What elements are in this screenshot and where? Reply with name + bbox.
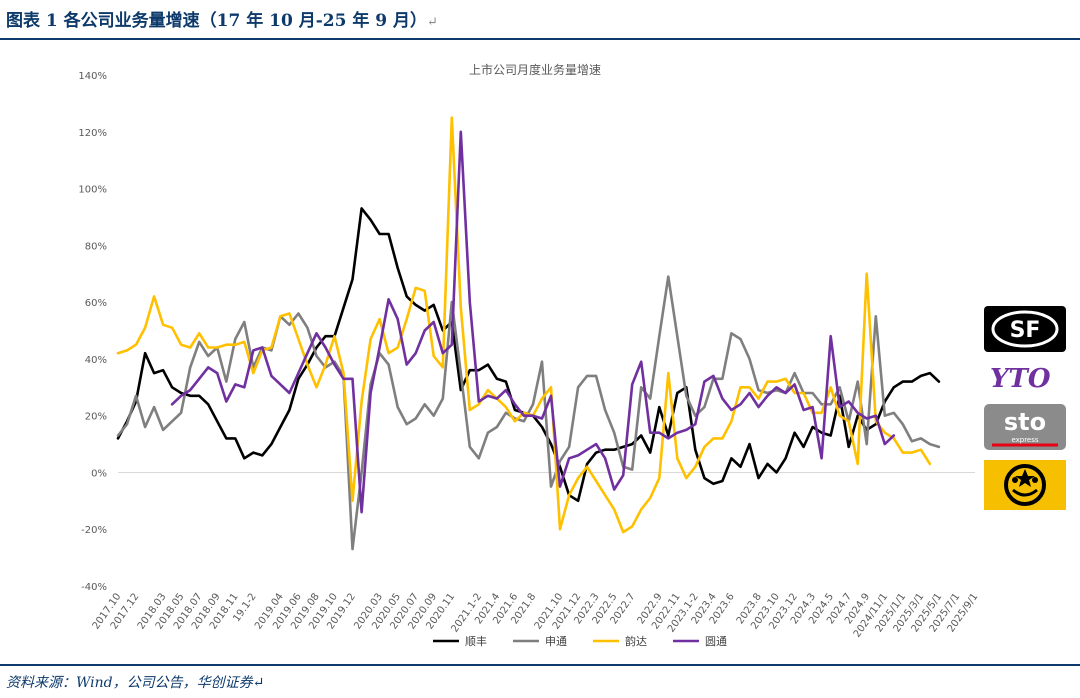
yto-logo: YTO (984, 355, 1066, 397)
chart-title: 上市公司月度业务量增速 (469, 62, 601, 77)
y-tick-label: 60% (85, 298, 107, 309)
yto-logo-text: YTO (990, 364, 1051, 394)
yunda-logo-icon (1004, 464, 1046, 506)
series-line-圆通 (170, 130, 896, 514)
sto-logo-text: sto (1004, 408, 1046, 436)
series-line-顺丰 (116, 207, 941, 503)
legend-label: 圆通 (705, 635, 727, 648)
sto-logo-icon: sto express (992, 408, 1058, 447)
sf-logo-text: SF (1010, 318, 1041, 343)
y-tick-label: 80% (85, 241, 107, 252)
figure-title: 图表 1 各公司业务量增速（17 年 10 月-25 年 9 月）↵ (6, 6, 438, 31)
x-axis-ticks: 2017.102017.122018.032018.052018.072018.… (91, 591, 981, 639)
series-line-韵达 (116, 116, 932, 534)
y-tick-label: 40% (85, 355, 107, 366)
legend-label: 顺丰 (465, 635, 487, 648)
chart-legend: 顺丰 申通 韵达 圆通 (433, 634, 727, 648)
bottom-divider (0, 664, 1080, 666)
sf-express-logo: SF (984, 306, 1066, 352)
y-tick-label: 0% (91, 468, 107, 479)
y-tick-label: -40% (81, 582, 107, 593)
growth-line-chart: -40% -20% 0% 20% 40% 60% 80% 100% 120% 140% 2017.… (78, 62, 981, 648)
source-note: 资料来源：Wind，公司公告，华创证券↵ (6, 675, 265, 691)
chart-series (116, 116, 941, 551)
y-axis-ticks: -40% -20% 0% 20% 40% 60% 80% 100% 120% 140% (78, 71, 107, 593)
sf-logo-icon: SF (991, 310, 1059, 348)
sto-logo-subtext: express (1011, 436, 1038, 444)
y-tick-label: 20% (85, 412, 107, 423)
paragraph-mark-icon: ↵ (427, 15, 438, 30)
series-line-申通 (116, 275, 941, 551)
top-divider (0, 38, 1080, 40)
figure-title-text: 图表 1 各公司业务量增速（17 年 10 月-25 年 9 月） (6, 11, 428, 31)
sto-logo: sto express (984, 404, 1066, 450)
y-tick-label: 140% (78, 71, 107, 82)
y-tick-label: -20% (81, 525, 107, 536)
yunda-logo (984, 460, 1066, 510)
yto-logo-icon: YTO (990, 364, 1051, 394)
legend-label: 韵达 (625, 634, 647, 648)
legend-label: 申通 (545, 635, 567, 648)
y-tick-label: 120% (78, 128, 107, 139)
y-tick-label: 100% (78, 185, 107, 196)
